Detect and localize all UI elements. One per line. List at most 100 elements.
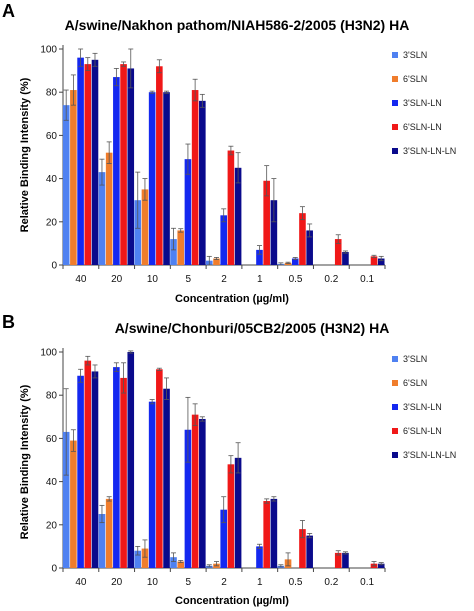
x-tick-label: 5 [185,274,191,285]
bar [299,213,306,265]
bar [62,105,70,265]
y-tick-label: 40 [46,477,58,488]
x-tick-label: 2 [221,577,227,588]
bar [299,529,306,568]
legend-label: 3'SLN [403,354,427,364]
legend-label: 3'SLN-LN [403,98,442,108]
bar [105,498,113,568]
bar [156,369,163,568]
bar [113,367,120,568]
legend-label: 6'SLN [403,378,427,388]
legend-label: 3'SLN-LN-LN [403,450,456,460]
bar [91,371,99,568]
bar [306,535,313,568]
bar [199,100,206,265]
y-tick-label: 100 [40,45,57,56]
y-tick-label: 40 [46,174,58,185]
bar [191,90,199,265]
bar [62,431,70,568]
bar [163,92,170,265]
bar [120,64,127,266]
bar [263,180,270,265]
y-tick-label: 60 [46,131,58,142]
x-tick-label: 0.2 [324,274,338,285]
legend-label: 3'SLN-LN [403,402,442,412]
chart-panel-b: B A/swine/Chonburi/05CB2/2005 (H3N2) HA … [2,312,456,607]
bar [127,352,135,568]
bar [370,256,378,265]
bar [284,262,292,265]
bar [270,200,278,265]
x-tick-label: 10 [147,274,159,285]
x-tick-label: 20 [111,274,123,285]
y-tick-label: 100 [40,348,57,359]
bar [270,498,278,568]
bar [220,509,227,568]
bar [70,440,77,568]
x-tick-label: 0.5 [289,274,303,285]
x-tick-label: 0.1 [360,577,374,588]
legend-swatch [392,380,398,386]
legend-swatch [392,356,398,362]
bar [213,258,220,265]
bar [227,464,235,568]
bar [84,64,92,266]
legend-swatch [392,100,398,106]
bar [77,57,84,265]
bar [170,557,177,568]
x-tick-label: 0.1 [360,274,374,285]
bar [342,252,349,265]
bar [234,457,242,568]
bar [134,550,142,568]
legend-label: 3'SLN [403,50,427,60]
bar [177,230,185,265]
bar [306,230,313,265]
legend-swatch [392,76,398,82]
y-tick-label: 0 [51,261,57,272]
legend-swatch [392,52,398,58]
bar [134,200,142,265]
bar [191,414,199,568]
bar [113,77,120,265]
x-tick-label: 1 [257,577,263,588]
bar [334,239,342,265]
legend-swatch [392,124,398,130]
bar [256,249,263,265]
bar [291,258,299,265]
bar [377,258,385,265]
x-tick-label: 0.2 [324,577,338,588]
legend-label: 3'SLN-LN-LN [403,146,456,156]
legend-label: 6'SLN-LN [403,426,442,436]
chart-panel-a: A A/swine/Nakhon pathom/NIAH586-2/2005 (… [2,1,456,305]
bar [184,159,192,265]
legend-label: 6'SLN-LN [403,122,442,132]
bar [342,552,349,568]
bar [199,418,206,568]
bar [148,401,156,568]
x-tick-label: 5 [185,577,191,588]
legend-swatch [392,404,398,410]
bar [91,59,99,265]
bar [334,552,342,568]
x-tick-label: 0.5 [289,577,303,588]
bar [377,563,385,568]
x-tick-label: 2 [221,274,227,285]
x-tick-label: 40 [75,577,87,588]
y-tick-label: 20 [46,520,58,531]
x-axis-title-a: Concentration (µg/ml) [175,293,289,305]
bar [70,90,77,265]
y-tick-label: 80 [46,391,58,402]
y-axis-title-a: Relative Binding Intensity (%) [19,77,31,232]
bar [98,172,106,265]
legend-swatch [392,148,398,154]
x-tick-label: 1 [257,274,263,285]
bar [127,68,135,265]
bar [227,150,235,265]
y-tick-label: 0 [51,564,57,575]
y-tick-label: 20 [46,217,58,228]
bar [263,501,270,568]
bar [220,215,227,265]
x-tick-label: 10 [147,577,159,588]
x-axis-title-b: Concentration (µg/ml) [175,595,289,607]
